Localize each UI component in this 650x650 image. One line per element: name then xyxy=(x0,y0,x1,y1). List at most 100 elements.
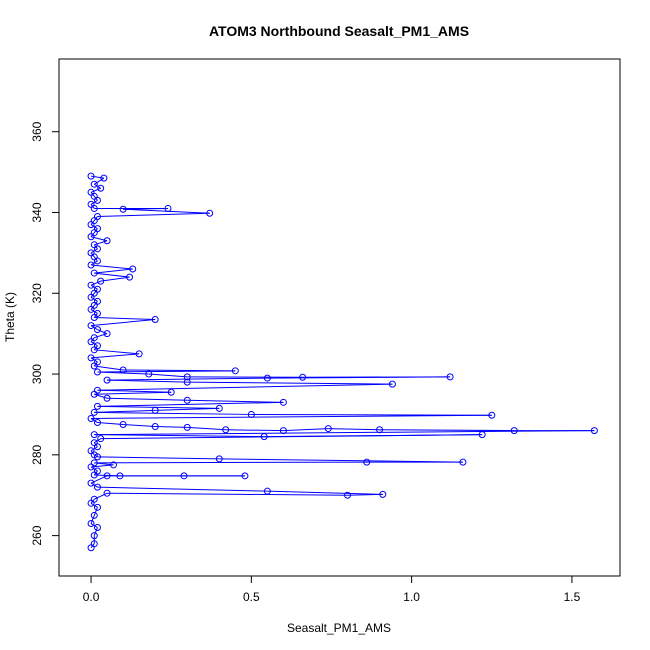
data-point xyxy=(109,461,117,469)
series-segment xyxy=(97,212,210,218)
data-point xyxy=(87,322,95,330)
series-segment xyxy=(90,260,98,266)
data-point xyxy=(263,374,271,382)
x-axis: 0.0 0.5 1.0 1.5 xyxy=(83,575,581,604)
data-point xyxy=(183,396,191,404)
data-point xyxy=(90,459,98,467)
data-point xyxy=(90,495,98,503)
series-segment xyxy=(90,292,95,298)
y-tick-label: 260 xyxy=(30,525,44,545)
series-segment xyxy=(148,373,188,378)
series-segment xyxy=(107,397,188,401)
data-point xyxy=(103,237,111,245)
data-point xyxy=(379,490,387,498)
data-point xyxy=(87,519,95,527)
series-segment xyxy=(93,216,98,221)
series-segment xyxy=(90,224,98,230)
data-point xyxy=(215,455,223,463)
series-segment xyxy=(267,490,383,495)
series-segment xyxy=(283,428,329,432)
series-points xyxy=(87,172,598,552)
series-segment xyxy=(90,204,95,209)
data-point xyxy=(90,511,98,519)
series-segment xyxy=(94,333,108,339)
data-point xyxy=(90,540,98,548)
data-point xyxy=(93,342,101,350)
series-segment xyxy=(91,464,114,468)
data-point xyxy=(103,472,111,480)
series-segment xyxy=(94,393,108,399)
data-point xyxy=(97,277,105,285)
data-point xyxy=(510,427,518,435)
series-segment xyxy=(97,389,172,393)
data-point xyxy=(135,350,143,358)
data-point xyxy=(299,373,307,381)
series-segment xyxy=(90,418,98,423)
y-tick-label: 280 xyxy=(30,444,44,464)
series-segment xyxy=(90,325,98,331)
series-segment xyxy=(93,345,98,351)
series-segment xyxy=(90,308,98,314)
series-segment xyxy=(93,438,101,444)
series-segment xyxy=(94,349,140,355)
data-point xyxy=(87,200,95,208)
series-segment xyxy=(90,450,95,456)
series-segment xyxy=(90,296,98,302)
series-segment xyxy=(94,434,265,438)
series-segment xyxy=(187,426,226,431)
series-segment xyxy=(97,383,393,391)
series-segment xyxy=(187,381,393,385)
series-segment xyxy=(94,409,156,413)
series-segment xyxy=(91,353,140,359)
series-segment xyxy=(97,329,108,335)
series-segment xyxy=(90,248,98,254)
chart-title: ATOM3 Northbound Seasalt_PM1_AMS xyxy=(209,23,469,39)
data-point xyxy=(180,472,188,480)
data-point xyxy=(87,261,95,269)
data-point xyxy=(97,184,105,192)
series-segment xyxy=(90,187,101,193)
data-point xyxy=(93,297,101,305)
series-segment xyxy=(90,341,98,347)
series-segment xyxy=(107,379,188,383)
series-segment xyxy=(93,288,98,294)
data-point xyxy=(93,225,101,233)
series-segment xyxy=(90,523,98,528)
data-point xyxy=(488,411,496,419)
series-segment xyxy=(94,272,130,278)
data-point xyxy=(241,472,249,480)
x-tick-label: 0.0 xyxy=(83,590,100,604)
data-point xyxy=(93,285,101,293)
series-lines xyxy=(90,175,595,549)
series-segment xyxy=(91,319,156,327)
series-segment xyxy=(90,220,95,225)
series-segment xyxy=(90,357,98,363)
data-point xyxy=(93,402,101,410)
series-segment xyxy=(93,301,98,306)
data-point xyxy=(151,423,159,431)
series-segment xyxy=(94,240,108,246)
series-segment xyxy=(94,411,252,415)
y-tick-label: 300 xyxy=(30,364,44,384)
y-tick-label: 360 xyxy=(30,121,44,141)
series-segment xyxy=(97,456,220,460)
data-point xyxy=(478,431,486,439)
series-segment xyxy=(225,429,284,432)
data-point xyxy=(151,316,159,324)
data-point xyxy=(87,172,95,180)
series-segment xyxy=(251,413,492,416)
data-point xyxy=(376,426,384,434)
series-segment xyxy=(90,284,98,290)
data-point xyxy=(215,404,223,412)
data-point xyxy=(167,388,175,396)
data-point xyxy=(459,458,467,466)
data-point xyxy=(260,433,268,441)
series-segment xyxy=(93,361,98,367)
series-segment xyxy=(90,199,98,205)
series-segment xyxy=(90,252,95,258)
series-segment xyxy=(91,264,133,270)
x-axis-label: Seasalt_PM1_AMS xyxy=(287,621,391,635)
data-point xyxy=(90,408,98,416)
series-segment xyxy=(94,317,156,321)
series-segment xyxy=(97,405,220,409)
